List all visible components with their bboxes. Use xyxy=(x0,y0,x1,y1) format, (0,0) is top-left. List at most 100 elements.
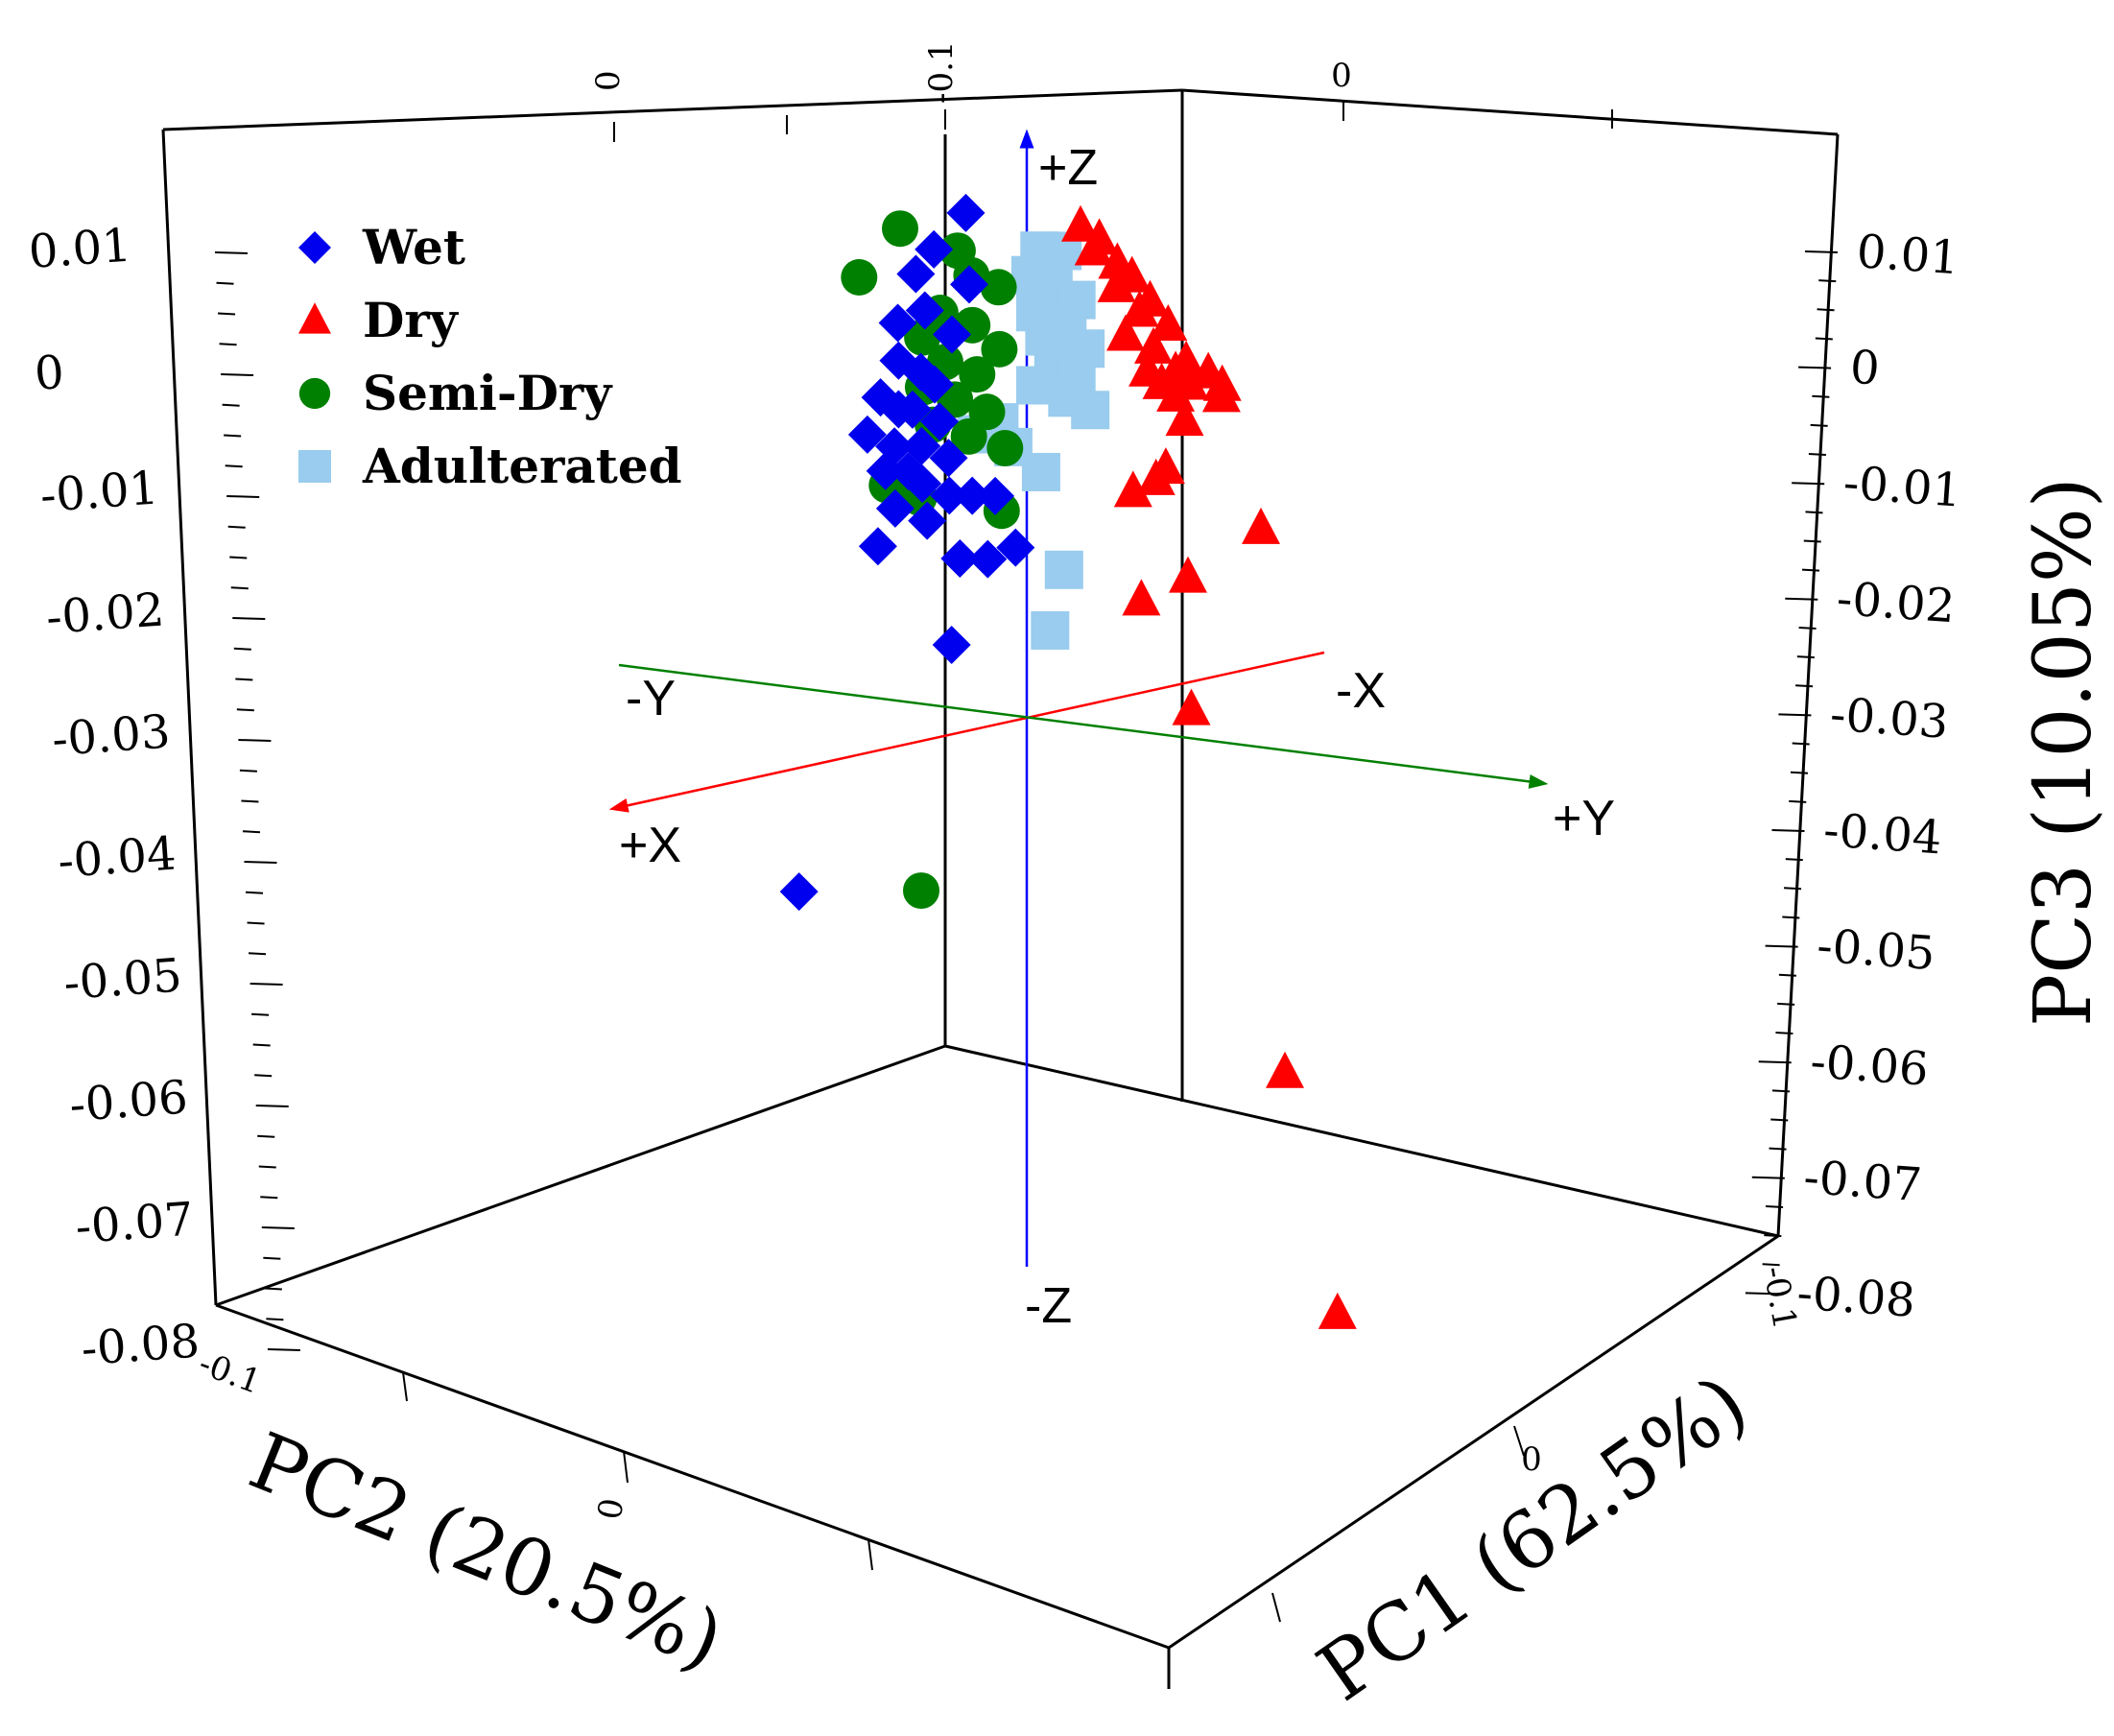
point-dry xyxy=(1149,303,1188,341)
z-tick-left xyxy=(229,556,248,559)
z-tick-left xyxy=(216,281,234,285)
z-tick-left xyxy=(238,739,272,742)
point-wet xyxy=(903,464,942,504)
z-tick-right xyxy=(1770,1118,1789,1122)
z-tick-right xyxy=(1789,799,1807,803)
z-tick-label-right: 0 xyxy=(1848,341,1881,396)
point-semi-dry xyxy=(986,430,1024,467)
z-tick-right xyxy=(1771,1089,1791,1093)
point-wet xyxy=(779,872,819,912)
point-dry xyxy=(1134,326,1173,364)
point-semi-dry xyxy=(981,330,1018,368)
z-tick-label-right: 0.01 xyxy=(1855,225,1961,285)
series-wet xyxy=(779,193,1035,912)
point-dry xyxy=(1165,399,1204,437)
legend-marker-adulterated xyxy=(298,450,331,483)
z-tick-left xyxy=(219,343,237,346)
minus-y-label: -Y xyxy=(626,671,676,726)
z-tick-right xyxy=(1785,597,1818,601)
z-tick-right xyxy=(1803,539,1821,543)
legend-label-dry: Dry xyxy=(363,292,460,348)
point-wet xyxy=(875,488,914,528)
point-dry xyxy=(1169,556,1207,593)
z-tick-right xyxy=(1783,887,1802,891)
z-tick-label-left: -0.03 xyxy=(50,704,172,766)
legend: Wet Dry Semi-Dry Adulterated xyxy=(298,219,682,494)
z-tick-label-left: 0 xyxy=(33,345,65,401)
z-tick-left xyxy=(241,799,259,803)
z-tick-left xyxy=(226,495,260,498)
point-dry xyxy=(1318,1292,1357,1329)
point-wet xyxy=(878,303,917,343)
z-tick-left xyxy=(221,373,254,376)
z-tick-left xyxy=(249,983,283,986)
z-tick-right xyxy=(1812,394,1830,398)
z-tick-right xyxy=(1801,568,1820,572)
z-tick-label-right: -0.08 xyxy=(1795,1266,1917,1327)
z-tick-right xyxy=(1778,973,1796,977)
pc1-tick-label-zero: 0 xyxy=(1521,1440,1542,1479)
z-tick-right xyxy=(1804,250,1839,253)
z-tick-left xyxy=(232,617,266,620)
pc1-axis: -0.1 0 PC1 (62.5%) xyxy=(1271,1264,1804,1719)
z-tick-left xyxy=(267,1348,300,1351)
point-dry xyxy=(1172,688,1211,725)
z-tick-left xyxy=(235,678,253,681)
z-tick-right xyxy=(1765,944,1798,948)
z-tick-left xyxy=(251,1012,270,1016)
z-tick-right xyxy=(1775,1032,1793,1035)
point-dry xyxy=(1122,579,1161,616)
point-semi-dry xyxy=(882,210,918,248)
plus-y-label: +Y xyxy=(1553,791,1615,846)
point-wet xyxy=(932,626,971,665)
minus-x-label: -X xyxy=(1336,663,1386,719)
point-wet xyxy=(996,528,1035,567)
box-floor-back-right-edge xyxy=(944,1044,1779,1238)
z-tick-right xyxy=(1777,1002,1795,1006)
z-tick-left xyxy=(254,1074,273,1078)
point-wet xyxy=(930,476,969,515)
point-dry xyxy=(1097,265,1136,302)
point-wet xyxy=(892,390,932,429)
z-tick-right xyxy=(1778,713,1812,717)
point-wet xyxy=(896,254,936,294)
z-tick-label-left: -0.07 xyxy=(74,1192,196,1253)
top-axis: 0 -0.1 0 xyxy=(589,40,1613,142)
legend-label-semi-dry: Semi-Dry xyxy=(363,365,613,421)
series-dry xyxy=(1061,204,1357,1329)
z-tick-left xyxy=(225,464,243,468)
point-semi-dry xyxy=(950,417,987,455)
point-semi-dry xyxy=(959,356,996,393)
z-tick-left xyxy=(222,403,240,407)
z-tick-label-left: 0.01 xyxy=(27,219,133,279)
point-dry xyxy=(1242,507,1280,544)
point-dry xyxy=(1074,228,1113,266)
point-adulterated xyxy=(1044,550,1083,589)
z-tick-right xyxy=(1798,626,1817,630)
z-tick-left xyxy=(260,1196,278,1200)
z-axis-labels-left: 0.01 0 -0.01 -0.02 -0.03 -0.04 -0.05 -0.06 -0.07… xyxy=(27,219,202,1376)
box-floor-front-right-edge xyxy=(1168,1234,1779,1650)
point-dry xyxy=(1061,204,1100,242)
z-tick-left xyxy=(247,921,265,925)
z-tick-left xyxy=(266,1318,284,1321)
pc2-tick-label-zero: 0 xyxy=(590,1495,631,1522)
top-tick-label-1: 0 xyxy=(589,70,628,91)
point-semi-dry xyxy=(841,259,878,296)
z-tick-left xyxy=(263,1256,281,1260)
legend-marker-semi-dry xyxy=(298,377,331,410)
top-tick-label-3: 0 xyxy=(1331,57,1352,95)
z-tick-right xyxy=(1795,684,1814,688)
z-tick-right xyxy=(1817,308,1835,312)
z-tick-left xyxy=(242,830,261,834)
y-direction-arrow xyxy=(618,663,1549,789)
point-wet xyxy=(866,451,905,490)
box-back-top-right-edge xyxy=(1181,88,1839,136)
z-tick-right xyxy=(1782,916,1800,919)
pc2-axis-title: PC2 (20.5%) xyxy=(238,1415,735,1687)
z-tick-right xyxy=(1751,1176,1785,1179)
legend-item-dry: Dry xyxy=(298,292,460,348)
box-floor-back-left-edge xyxy=(215,1044,946,1307)
